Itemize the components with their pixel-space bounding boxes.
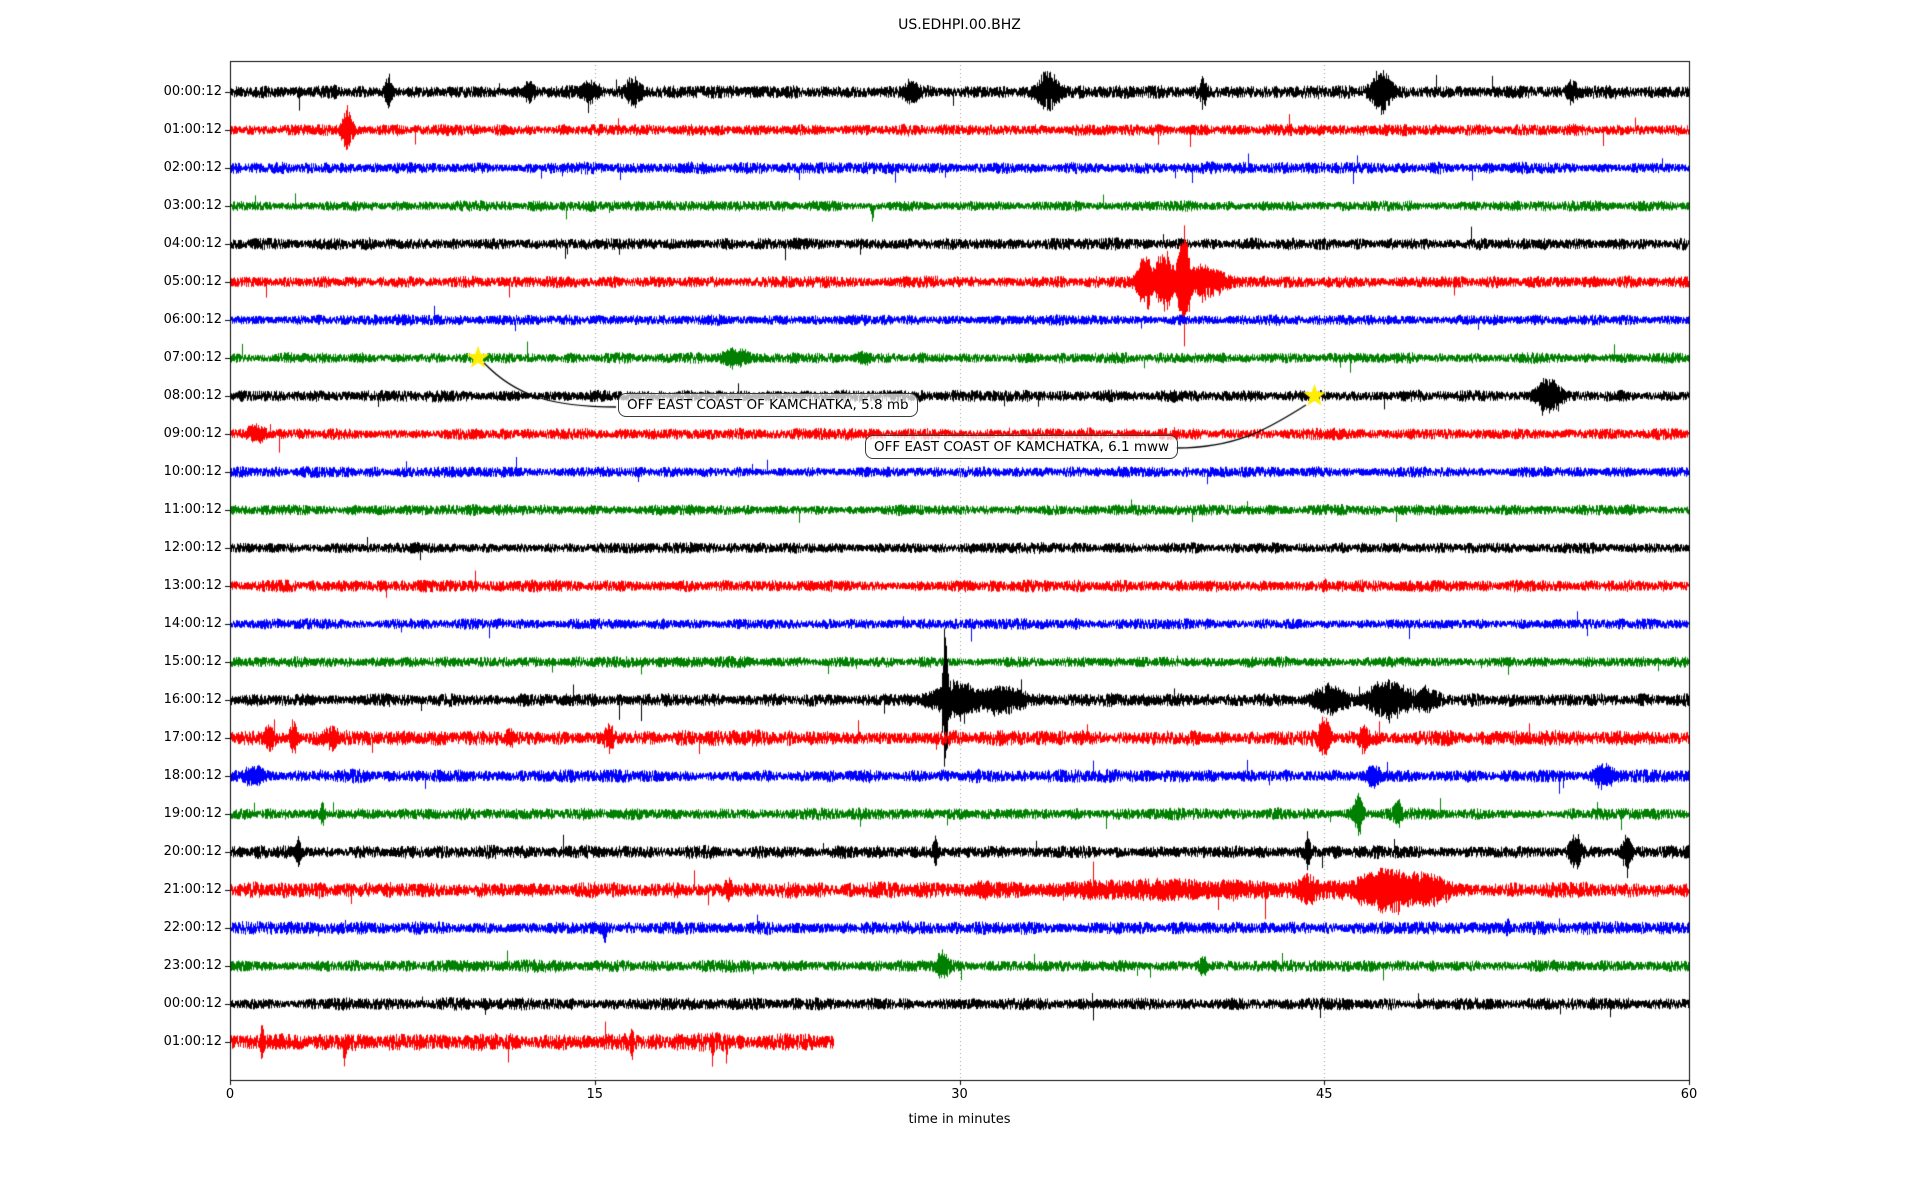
y-tick-label: 02:00:12: [163, 160, 222, 175]
y-tick-label: 01:00:12: [163, 122, 222, 137]
y-tick-label: 22:00:12: [163, 920, 222, 935]
y-tick-label: 14:00:12: [163, 616, 222, 631]
y-tick-label: 11:00:12: [163, 502, 222, 517]
y-tick-label: 15:00:12: [163, 654, 222, 669]
y-tick-label: 03:00:12: [163, 198, 222, 213]
y-tick-label: 20:00:12: [163, 844, 222, 859]
plot-title: US.EDHPI.00.BHZ: [898, 17, 1021, 33]
x-axis-title: time in minutes: [908, 1112, 1011, 1127]
y-tick-label: 05:00:12: [163, 274, 222, 289]
y-tick-label: 06:00:12: [163, 312, 222, 327]
y-tick-label: 00:00:12: [163, 996, 222, 1011]
x-tick-label: 30: [951, 1087, 968, 1102]
annotation-kamchatka-5-8-mb: OFF EAST COAST OF KAMCHATKA, 5.8 mb: [618, 393, 918, 417]
y-tick-label: 19:00:12: [163, 806, 222, 821]
y-tick-label: 23:00:12: [163, 958, 222, 973]
y-tick-label: 09:00:12: [163, 426, 222, 441]
x-tick-label: 15: [586, 1087, 604, 1102]
y-tick-label: 16:00:12: [163, 692, 222, 707]
y-tick-label: 17:00:12: [163, 730, 222, 745]
y-tick-label: 07:00:12: [163, 350, 222, 365]
x-tick-label: 45: [1315, 1087, 1333, 1102]
annotation-kamchatka-6-1-mww: OFF EAST COAST OF KAMCHATKA, 6.1 mww: [865, 435, 1179, 459]
y-tick-label: 04:00:12: [163, 236, 222, 251]
y-tick-label: 21:00:12: [163, 882, 222, 897]
y-tick-label: 18:00:12: [163, 768, 222, 783]
y-tick-label: 08:00:12: [163, 388, 222, 403]
x-tick-label: 60: [1680, 1087, 1698, 1102]
x-tick-label: 0: [225, 1087, 235, 1102]
y-tick-label: 10:00:12: [163, 464, 222, 479]
y-tick-label: 12:00:12: [163, 540, 222, 555]
y-tick-label: 01:00:12: [163, 1034, 222, 1049]
y-tick-label: 13:00:12: [163, 578, 222, 593]
y-tick-label: 00:00:12: [163, 84, 222, 99]
